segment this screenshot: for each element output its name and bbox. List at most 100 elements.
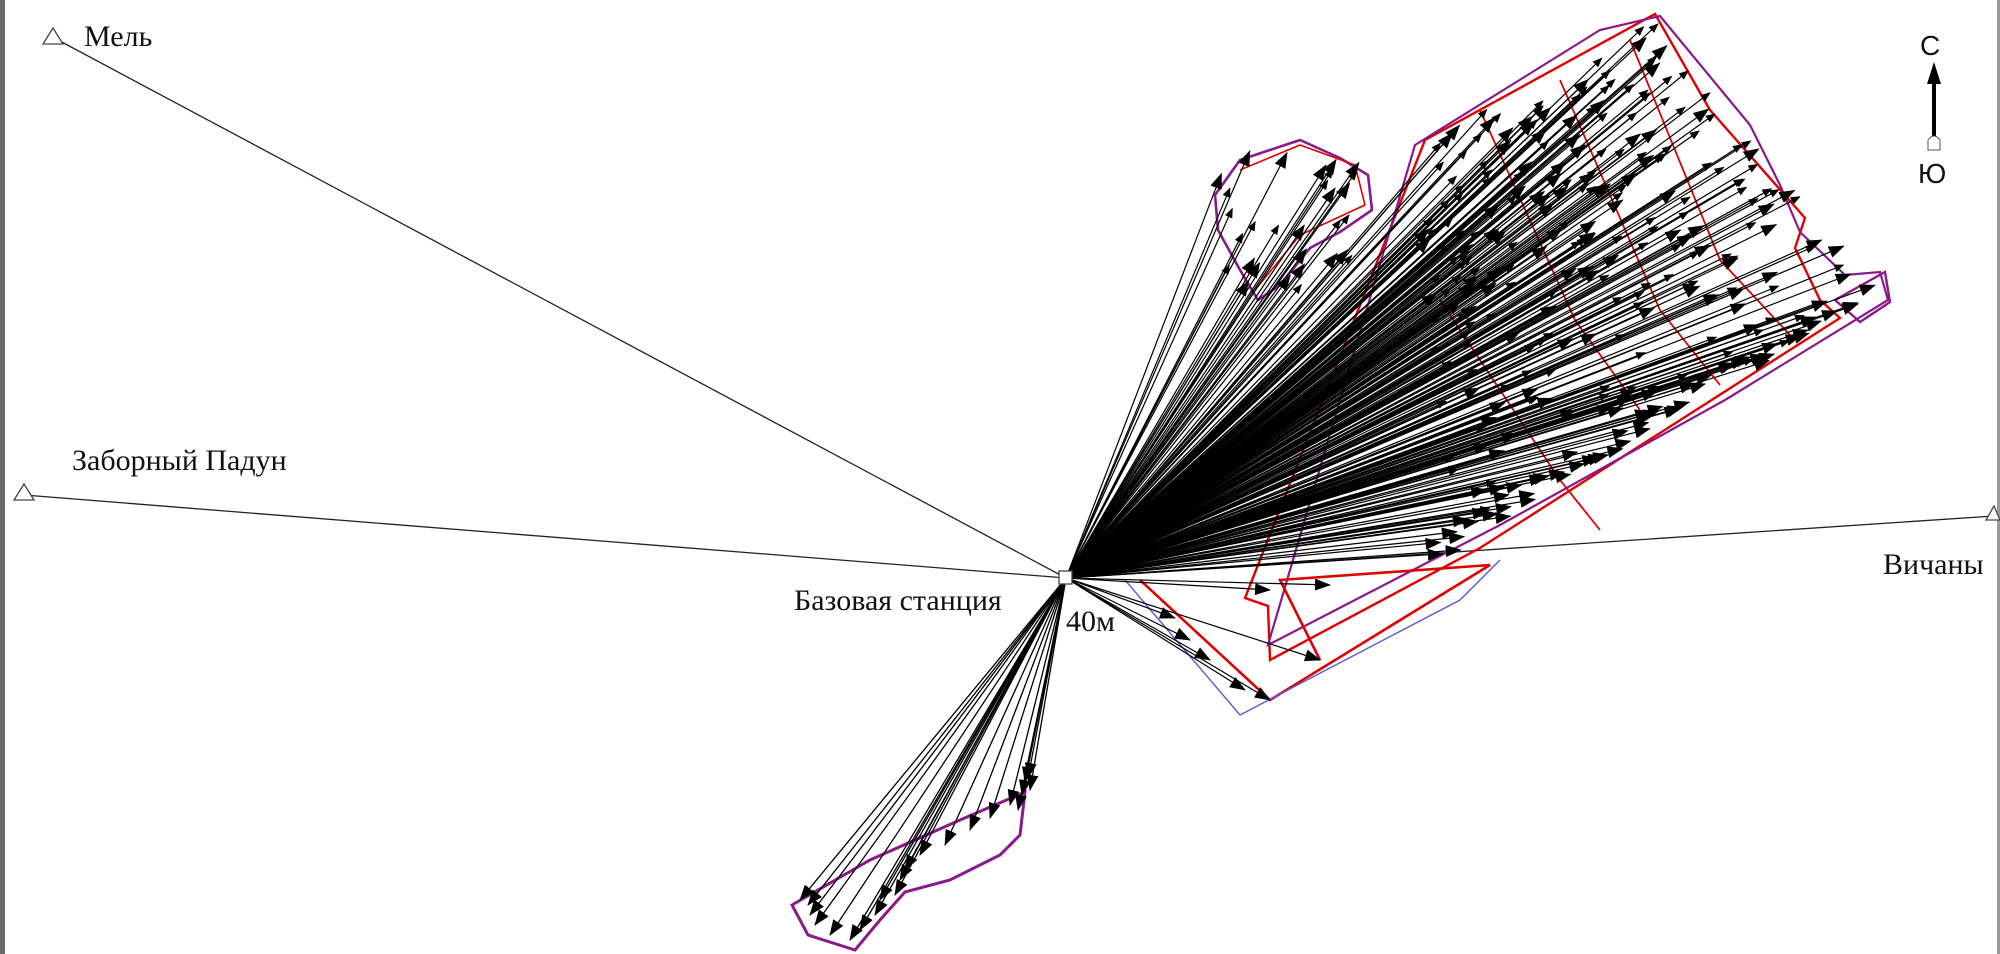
observation-vector: [1065, 490, 1536, 579]
station-markers: [12, 26, 2000, 585]
observation-vector: [1065, 169, 1598, 579]
observation-vector: [1065, 186, 1748, 579]
observation-vector: [1065, 469, 1566, 579]
observation-vector: [1065, 252, 1338, 579]
station-label-zaborny: Заборный Падун: [72, 444, 287, 477]
observation-vector: [1065, 168, 1334, 579]
observation-vector: [919, 577, 1067, 856]
observation-vector: [1065, 285, 1701, 579]
sight-line-zaborny: [23, 494, 1067, 579]
compass-south-label: Ю: [1918, 158, 1946, 189]
station-triangle-vichany: [1984, 504, 2000, 521]
observation-vector: [1065, 106, 1543, 579]
compass: С Ю: [1918, 30, 1946, 189]
observation-vector: [1065, 315, 1440, 579]
observation-vector: [1065, 172, 1222, 579]
station-triangle-zaborny: [12, 482, 36, 501]
station-label-mel: Мель: [84, 20, 152, 53]
sight-line-mel: [57, 39, 1067, 579]
boundary-upper-lobe: [1213, 138, 1374, 302]
observation-vector: [829, 577, 1067, 936]
observation-vector: [1065, 352, 1776, 579]
observation-vector: [1065, 224, 1280, 579]
observation-vector: [1065, 207, 1233, 579]
observation-vector: [1065, 302, 1644, 579]
observation-vector: [1065, 148, 1760, 579]
observation-vector: [1065, 37, 1647, 579]
observation-vector: [1065, 577, 1246, 691]
observation-vector: [1065, 150, 1251, 579]
compass-tail-icon: [1927, 135, 1941, 151]
observation-vector: [1065, 446, 1624, 579]
observation-vector: [1065, 548, 1444, 579]
compass-north-label: С: [1920, 30, 1940, 61]
observation-vector: [1065, 369, 1556, 579]
observation-vector: [1065, 196, 1691, 579]
station-label-base: Базовая станция: [794, 584, 1002, 617]
sight-lines: [23, 39, 1995, 579]
observation-vector: [1065, 220, 1256, 579]
station-triangle-mel: [41, 26, 65, 45]
observation-vector: [1065, 62, 1661, 579]
observation-vector: [1065, 237, 1588, 579]
observation-vector: [1065, 320, 1823, 579]
observation-vector: [1065, 220, 1597, 579]
observation-vector: [1065, 75, 1673, 579]
observation-vector: [1065, 164, 1327, 579]
base-station-marker: [1058, 570, 1073, 585]
observation-vector: [1065, 345, 1536, 579]
observation-vector: [809, 577, 1067, 916]
observation-vector: [1065, 577, 1191, 641]
observation-vector: [1065, 577, 1321, 662]
observation-vector: [1065, 532, 1466, 579]
observation-vector: [1065, 203, 1775, 579]
observation-vector: [1065, 129, 1658, 579]
observation-vector: [1026, 577, 1067, 791]
observation-vector: [1065, 285, 1780, 579]
observation-vector: [1065, 70, 1689, 579]
observation-vector: [1065, 229, 1682, 579]
observation-vector: [1065, 183, 1608, 579]
observation-vectors: [1065, 23, 1876, 701]
observation-vector: [1065, 57, 1603, 579]
observation-vector: [1065, 108, 1488, 579]
observation-vector: [1065, 78, 1616, 579]
observation-vector: [944, 577, 1067, 846]
observation-vector: [1065, 577, 1271, 701]
observation-vector: [1065, 127, 1514, 579]
observation-vector: [1065, 144, 1743, 579]
observation-vector: [1065, 303, 1747, 579]
observation-vector: [1065, 257, 1255, 579]
observation-vector: [1065, 527, 1458, 579]
boundary-lower-lobe: [789, 789, 1027, 952]
observation-vector: [1065, 244, 1682, 579]
observation-vector: [1065, 222, 1757, 579]
observation-vector: [1065, 253, 1732, 579]
observation-vector: [1065, 248, 1307, 579]
observation-vector: [1065, 577, 1331, 591]
observation-vector: [1065, 512, 1512, 579]
observation-vector: [1065, 426, 1651, 579]
observation-vector: [1065, 219, 1342, 579]
observation-vector: [1065, 329, 1809, 579]
window-edge-right: [1997, 0, 2000, 954]
observation-vector: [1065, 438, 1632, 579]
observation-vector: [969, 577, 1067, 831]
observation-vector: [904, 577, 1067, 871]
compass-north-arrowhead-icon: [1927, 62, 1941, 84]
observation-vector: [807, 577, 1067, 906]
observation-vector: [1065, 225, 1705, 579]
observation-vector: [1065, 249, 1349, 579]
observation-vector: [1065, 284, 1876, 579]
observation-vector: [1065, 169, 1493, 579]
observation-vector: [1065, 577, 1271, 596]
observation-vector: [1065, 400, 1691, 579]
observation-vector: [1065, 509, 1499, 579]
observation-vector: [1065, 187, 1336, 579]
observation-vector: [988, 577, 1067, 819]
observation-vectors-lower: [799, 577, 1067, 941]
observation-vector: [1065, 224, 1305, 579]
observation-vector: [1065, 175, 1458, 579]
